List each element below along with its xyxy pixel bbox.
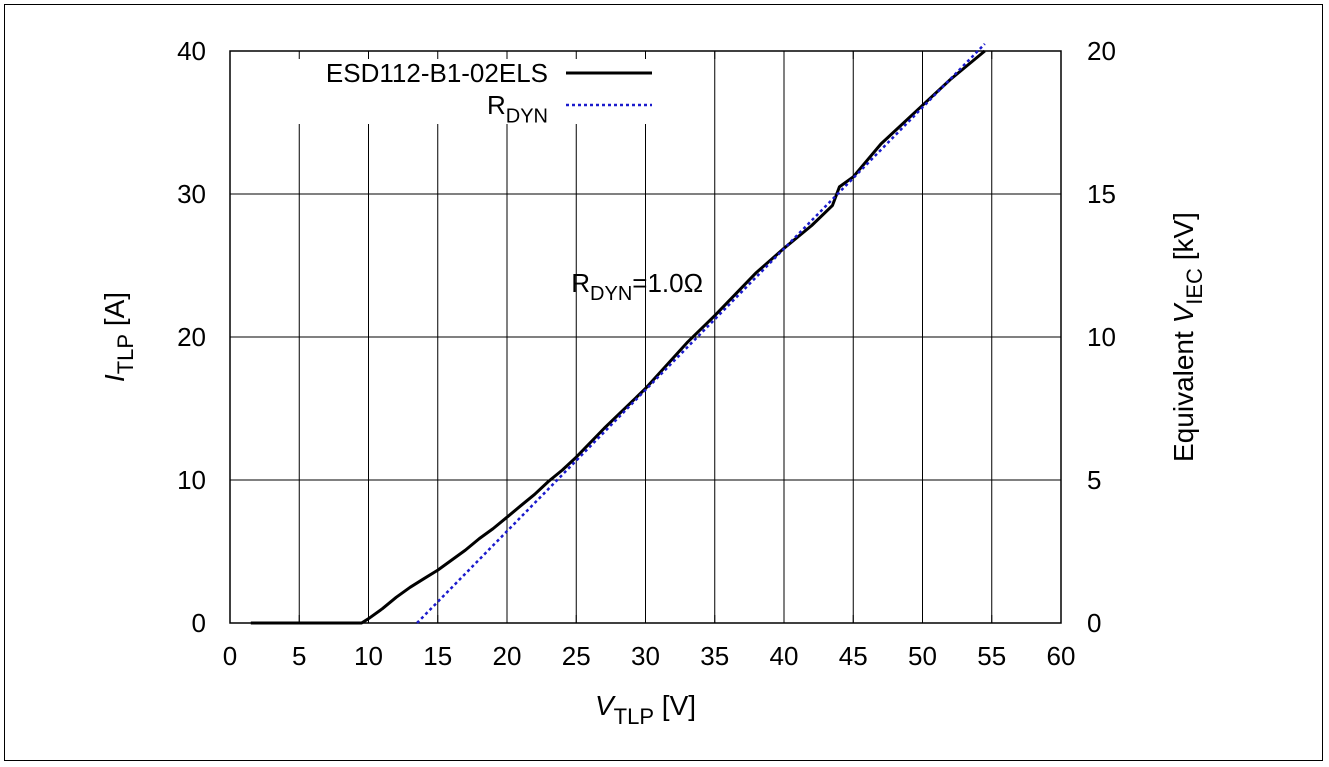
y-axis-label: ITLP [A] xyxy=(99,292,138,382)
x-tick-label: 0 xyxy=(223,641,237,671)
y2-axis-label: Equivalent VIEC [kV] xyxy=(1168,212,1207,462)
rdyn-annotation: RDYN=1.0Ω xyxy=(571,268,703,305)
y-tick-label: 0 xyxy=(192,608,206,638)
legend-label: ESD112-B1-02ELS xyxy=(326,58,548,88)
y2-tick-label: 20 xyxy=(1087,36,1116,66)
y-tick-label: 20 xyxy=(177,322,206,352)
x-tick-label: 35 xyxy=(700,641,729,671)
x-tick-label: 25 xyxy=(562,641,591,671)
y2-tick-label: 15 xyxy=(1087,179,1116,209)
y2-tick-label: 10 xyxy=(1087,322,1116,352)
x-axis-label: VTLP [V] xyxy=(595,690,696,729)
legend-label: RDYN xyxy=(487,90,548,127)
x-tick-label: 10 xyxy=(354,641,383,671)
x-tick-label: 15 xyxy=(423,641,452,671)
series-line-2 xyxy=(416,43,986,624)
x-tick-label: 45 xyxy=(839,641,868,671)
x-tick-label: 55 xyxy=(977,641,1006,671)
y2-tick-label: 5 xyxy=(1087,465,1101,495)
y-tick-label: 40 xyxy=(177,36,206,66)
chart-frame xyxy=(4,4,1323,761)
x-tick-label: 30 xyxy=(631,641,660,671)
x-tick-label: 60 xyxy=(1047,641,1076,671)
y-tick-label: 10 xyxy=(177,465,206,495)
x-tick-label: 5 xyxy=(292,641,306,671)
y2-tick-label: 0 xyxy=(1087,608,1101,638)
series-line-1 xyxy=(250,49,986,625)
y-tick-label: 30 xyxy=(177,179,206,209)
x-tick-label: 40 xyxy=(770,641,799,671)
x-tick-label: 50 xyxy=(908,641,937,671)
x-tick-label: 20 xyxy=(493,641,522,671)
